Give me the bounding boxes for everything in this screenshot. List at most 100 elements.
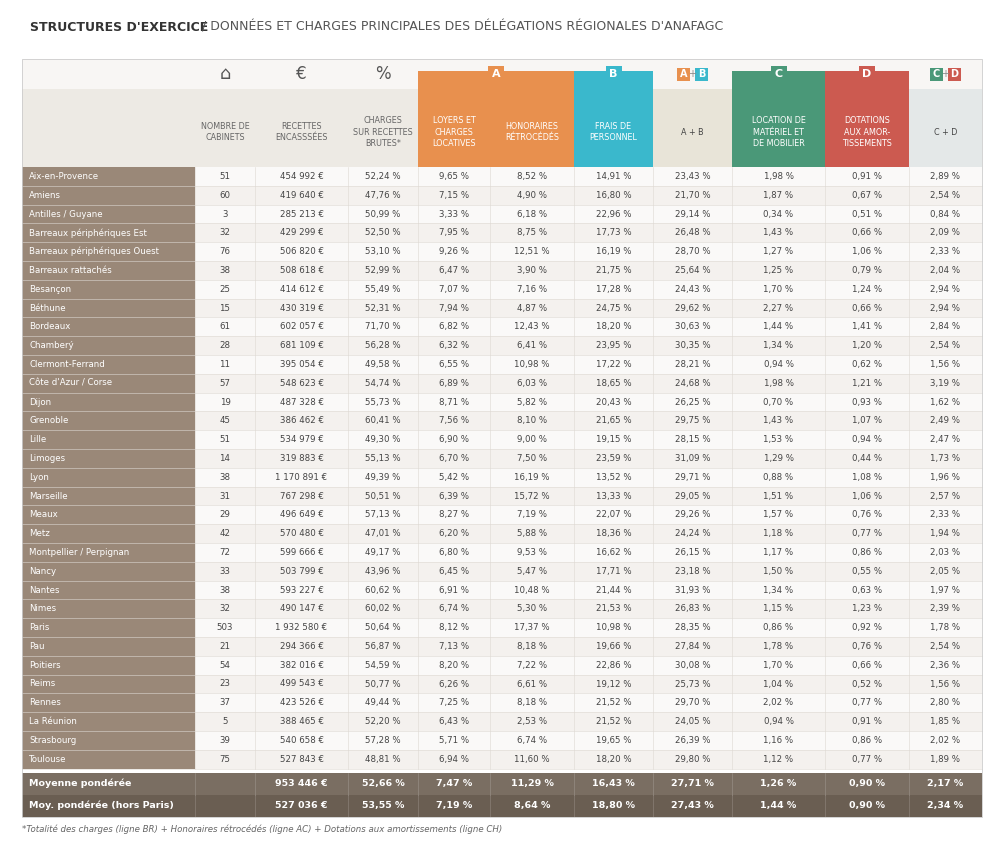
Bar bbox=[195, 298, 255, 317]
Text: 0,76 %: 0,76 % bbox=[852, 642, 882, 651]
Text: 11,60 %: 11,60 % bbox=[514, 755, 550, 764]
Bar bbox=[909, 317, 982, 336]
Text: 5,82 %: 5,82 % bbox=[517, 398, 547, 406]
Bar bbox=[255, 674, 348, 693]
Bar bbox=[255, 393, 348, 411]
Text: 15: 15 bbox=[220, 303, 230, 313]
Bar bbox=[490, 637, 574, 656]
Text: 0,70 %: 0,70 % bbox=[763, 398, 794, 406]
Text: 5,42 %: 5,42 % bbox=[439, 473, 469, 482]
Bar bbox=[418, 374, 490, 393]
Bar bbox=[22, 637, 195, 656]
Text: 0,90 %: 0,90 % bbox=[849, 801, 885, 810]
Text: 2,36 %: 2,36 % bbox=[930, 661, 961, 669]
Bar bbox=[490, 674, 574, 693]
Text: 1,78 %: 1,78 % bbox=[930, 623, 961, 632]
Bar bbox=[909, 693, 982, 712]
Text: 0,84 %: 0,84 % bbox=[930, 209, 961, 219]
Text: Reims: Reims bbox=[29, 680, 55, 688]
Text: 2,04 %: 2,04 % bbox=[930, 266, 961, 275]
Text: 0,94 %: 0,94 % bbox=[764, 360, 794, 369]
Bar bbox=[909, 562, 982, 580]
Text: 19: 19 bbox=[220, 398, 230, 406]
Text: 14,91 %: 14,91 % bbox=[596, 172, 631, 181]
Text: 49,30 %: 49,30 % bbox=[365, 435, 401, 444]
Text: 1,56 %: 1,56 % bbox=[930, 360, 961, 369]
Bar bbox=[825, 468, 909, 487]
Text: 1,78 %: 1,78 % bbox=[763, 642, 794, 651]
Text: 26,48 %: 26,48 % bbox=[675, 228, 710, 237]
Bar bbox=[22, 89, 982, 167]
Text: 8,10 %: 8,10 % bbox=[517, 417, 547, 425]
Text: 1,16 %: 1,16 % bbox=[763, 736, 794, 745]
Bar bbox=[574, 317, 653, 336]
Text: 25: 25 bbox=[220, 285, 230, 294]
Text: 29,80 %: 29,80 % bbox=[675, 755, 710, 764]
Bar bbox=[606, 66, 622, 82]
Bar bbox=[909, 279, 982, 298]
Text: 6,03 %: 6,03 % bbox=[517, 379, 547, 387]
Bar bbox=[653, 674, 732, 693]
Text: 503: 503 bbox=[217, 623, 233, 632]
Bar bbox=[653, 243, 732, 261]
Text: 2,39 %: 2,39 % bbox=[930, 604, 960, 614]
Text: La Réunion: La Réunion bbox=[29, 717, 77, 726]
Text: Moy. pondérée (hors Paris): Moy. pondérée (hors Paris) bbox=[29, 800, 174, 811]
Bar bbox=[732, 430, 825, 449]
Bar bbox=[825, 562, 909, 580]
Bar bbox=[348, 374, 418, 393]
Bar bbox=[255, 261, 348, 279]
Bar bbox=[255, 411, 348, 430]
Bar bbox=[195, 224, 255, 243]
Bar bbox=[195, 411, 255, 430]
Bar bbox=[255, 336, 348, 355]
Text: 8,18 %: 8,18 % bbox=[517, 698, 547, 707]
Text: 6,55 %: 6,55 % bbox=[439, 360, 469, 369]
Text: 43,96 %: 43,96 % bbox=[365, 566, 401, 576]
Bar bbox=[348, 674, 418, 693]
Bar bbox=[22, 712, 195, 731]
Text: 16,80 %: 16,80 % bbox=[596, 191, 631, 200]
Text: 6,32 %: 6,32 % bbox=[439, 341, 469, 351]
Bar bbox=[825, 618, 909, 637]
Bar bbox=[732, 71, 825, 167]
Text: Toulouse: Toulouse bbox=[29, 755, 66, 764]
Text: 1,18 %: 1,18 % bbox=[763, 529, 794, 538]
Text: 8,71 %: 8,71 % bbox=[439, 398, 469, 406]
Text: 1,34 %: 1,34 % bbox=[763, 341, 794, 351]
Bar bbox=[732, 374, 825, 393]
Text: 52,31 %: 52,31 % bbox=[365, 303, 401, 313]
Text: 1,27 %: 1,27 % bbox=[763, 247, 794, 256]
Bar bbox=[653, 279, 732, 298]
Text: 6,20 %: 6,20 % bbox=[439, 529, 469, 538]
Text: DOTATIONS
AUX AMOR-
TISSEMENTS: DOTATIONS AUX AMOR- TISSEMENTS bbox=[842, 116, 892, 148]
Text: 0,92 %: 0,92 % bbox=[852, 623, 882, 632]
Bar bbox=[195, 637, 255, 656]
Bar bbox=[255, 374, 348, 393]
Text: 0,67 %: 0,67 % bbox=[852, 191, 882, 200]
Text: 6,74 %: 6,74 % bbox=[517, 736, 547, 745]
Text: 0,55 %: 0,55 % bbox=[852, 566, 882, 576]
Text: 2,03 %: 2,03 % bbox=[930, 548, 961, 557]
Text: 55,49 %: 55,49 % bbox=[365, 285, 401, 294]
Bar bbox=[418, 336, 490, 355]
Bar bbox=[255, 656, 348, 674]
Bar bbox=[22, 543, 195, 562]
Bar bbox=[825, 336, 909, 355]
Bar bbox=[22, 261, 195, 279]
Bar bbox=[825, 712, 909, 731]
Bar bbox=[653, 712, 732, 731]
Text: 0,94 %: 0,94 % bbox=[764, 717, 794, 726]
Bar bbox=[255, 430, 348, 449]
Text: 53,10 %: 53,10 % bbox=[365, 247, 401, 256]
Text: 17,73 %: 17,73 % bbox=[596, 228, 631, 237]
Text: 0,51 %: 0,51 % bbox=[852, 209, 882, 219]
Bar bbox=[348, 317, 418, 336]
Bar bbox=[825, 411, 909, 430]
Bar bbox=[418, 712, 490, 731]
Text: 60,41 %: 60,41 % bbox=[365, 417, 401, 425]
Text: 1,26 %: 1,26 % bbox=[760, 779, 797, 788]
Bar bbox=[22, 59, 982, 89]
Text: 38: 38 bbox=[220, 266, 230, 275]
Bar bbox=[418, 506, 490, 524]
